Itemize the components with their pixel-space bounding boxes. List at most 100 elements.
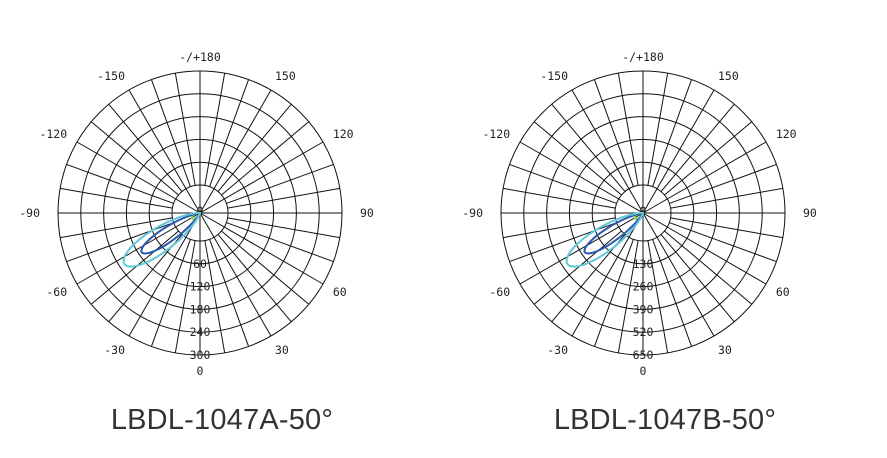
- polar-angle-label: -60: [46, 285, 67, 299]
- polar-spoke: [670, 217, 783, 239]
- polar-spoke: [227, 187, 340, 209]
- polar-spoke: [664, 230, 753, 305]
- polar-radial-label: 130: [633, 257, 654, 271]
- polar-spoke: [60, 187, 173, 209]
- polar-angle-label: -120: [39, 127, 67, 141]
- polar-diagram-a: -/+180-150 150-120 120-90 90-60 60-30 3000601…: [19, 50, 374, 378]
- polar-spoke: [669, 163, 777, 204]
- polar-spoke: [199, 212, 272, 337]
- polar-angle-label: -150: [97, 69, 125, 83]
- polar-spoke: [199, 89, 272, 214]
- polar-spoke: [76, 212, 201, 285]
- polar-spoke: [221, 121, 310, 196]
- polar-spoke: [174, 73, 196, 186]
- polar-angle-label: 30: [718, 343, 732, 357]
- polar-spoke: [90, 230, 179, 305]
- polar-spoke: [204, 73, 226, 186]
- polar-center-label: 0: [197, 204, 204, 218]
- polar-spoke: [509, 163, 617, 204]
- polar-angle-label: -120: [482, 127, 510, 141]
- polar-spoke: [199, 212, 324, 285]
- polar-spoke: [209, 79, 250, 187]
- polar-angle-label: 150: [718, 69, 739, 83]
- polar-angle-label: -30: [104, 343, 125, 357]
- polar-radial-label: 60: [193, 257, 207, 271]
- polar-spoke: [174, 240, 196, 353]
- polar-spoke: [647, 73, 669, 186]
- polar-spoke: [669, 222, 777, 263]
- panel-title-a: LBDL-1047A-50°: [110, 404, 334, 436]
- polar-spoke: [221, 230, 310, 305]
- polar-spoke: [660, 103, 735, 192]
- polar-spoke: [199, 141, 324, 214]
- polar-angle-label: -150: [540, 69, 568, 83]
- polar-angle-label: 60: [776, 285, 790, 299]
- polar-spoke: [642, 212, 767, 285]
- polar-spoke: [108, 103, 183, 192]
- polar-spoke: [150, 239, 191, 347]
- polar-angle-label: 150: [275, 69, 296, 83]
- polar-angle-label: -60: [489, 285, 510, 299]
- polar-spoke: [226, 163, 334, 204]
- polar-angle-label: 30: [275, 343, 289, 357]
- polar-radial-label: 520: [633, 325, 654, 339]
- polar-panel-b: -/+180 -150 150 -120 120 -90 90 -60 60 -30 30 0 0 130…: [443, 0, 887, 458]
- polar-spoke: [571, 89, 644, 214]
- polar-spoke: [664, 121, 753, 196]
- polar-angle-label: 0: [640, 364, 647, 378]
- polar-spoke: [652, 239, 693, 347]
- polar-spoke: [617, 73, 639, 186]
- polar-spoke: [227, 217, 340, 239]
- polar-angle-label: 120: [776, 127, 797, 141]
- polar-spoke: [217, 103, 292, 192]
- polar-spoke: [593, 239, 634, 347]
- polar-spoke: [209, 239, 250, 347]
- polar-spoke: [519, 141, 644, 214]
- polar-angle-label: -/+180: [622, 50, 664, 64]
- polar-spoke: [204, 240, 226, 353]
- polar-spoke: [503, 217, 616, 239]
- intensity-curve: [565, 211, 644, 268]
- polar-spoke: [617, 240, 639, 353]
- polar-spoke: [90, 121, 179, 196]
- polar-angle-label: -30: [547, 343, 568, 357]
- polar-radial-label: 180: [190, 302, 211, 316]
- polar-spoke: [533, 121, 622, 196]
- polar-spoke: [571, 212, 644, 337]
- polar-radial-label: 650: [633, 348, 654, 362]
- polar-diagram-b: -/+180 -150 150 -120 120 -90 90 -60 60 -30 30 0 0 130…: [462, 50, 817, 378]
- polar-spoke: [642, 141, 767, 214]
- polar-spoke: [652, 79, 693, 187]
- intensity-curve: [122, 211, 201, 268]
- polar-angle-label: -/+180: [179, 50, 221, 64]
- polar-grid: [57, 70, 343, 356]
- polar-spoke: [217, 234, 292, 323]
- polar-angle-label: 90: [360, 206, 374, 220]
- polar-radial-label: 260: [633, 280, 654, 294]
- polar-spoke: [76, 141, 201, 214]
- polar-spoke: [642, 89, 715, 214]
- polar-spoke: [226, 222, 334, 263]
- polar-center-label: 0: [640, 204, 647, 218]
- polar-angle-label: 0: [197, 364, 204, 378]
- polar-angle-label: 120: [333, 127, 354, 141]
- polar-spoke: [670, 187, 783, 209]
- polar-spoke: [128, 89, 201, 214]
- polar-panel-a: -/+180 -150 150 -120 120 -90 90 -60 60 -30 30 0 0 60 1…: [19, 50, 374, 436]
- polar-radial-label: 120: [190, 280, 211, 294]
- polar-spoke: [660, 234, 735, 323]
- polar-radial-label: 390: [633, 302, 654, 316]
- polar-radial-label: 300: [190, 348, 211, 362]
- polar-angle-label: 60: [333, 285, 347, 299]
- polar-spoke: [150, 79, 191, 187]
- polar-radial-label: 240: [190, 325, 211, 339]
- polar-angle-label: 90: [803, 206, 817, 220]
- polar-spoke: [593, 79, 634, 187]
- panel-title-b: LBDL-1047B-50°: [553, 404, 777, 436]
- polar-spoke: [551, 103, 626, 192]
- polar-angle-label: -90: [462, 206, 483, 220]
- polar-angle-label: -90: [19, 206, 40, 220]
- polar-spoke: [519, 212, 644, 285]
- polar-spoke: [533, 230, 622, 305]
- polar-spoke: [647, 240, 669, 353]
